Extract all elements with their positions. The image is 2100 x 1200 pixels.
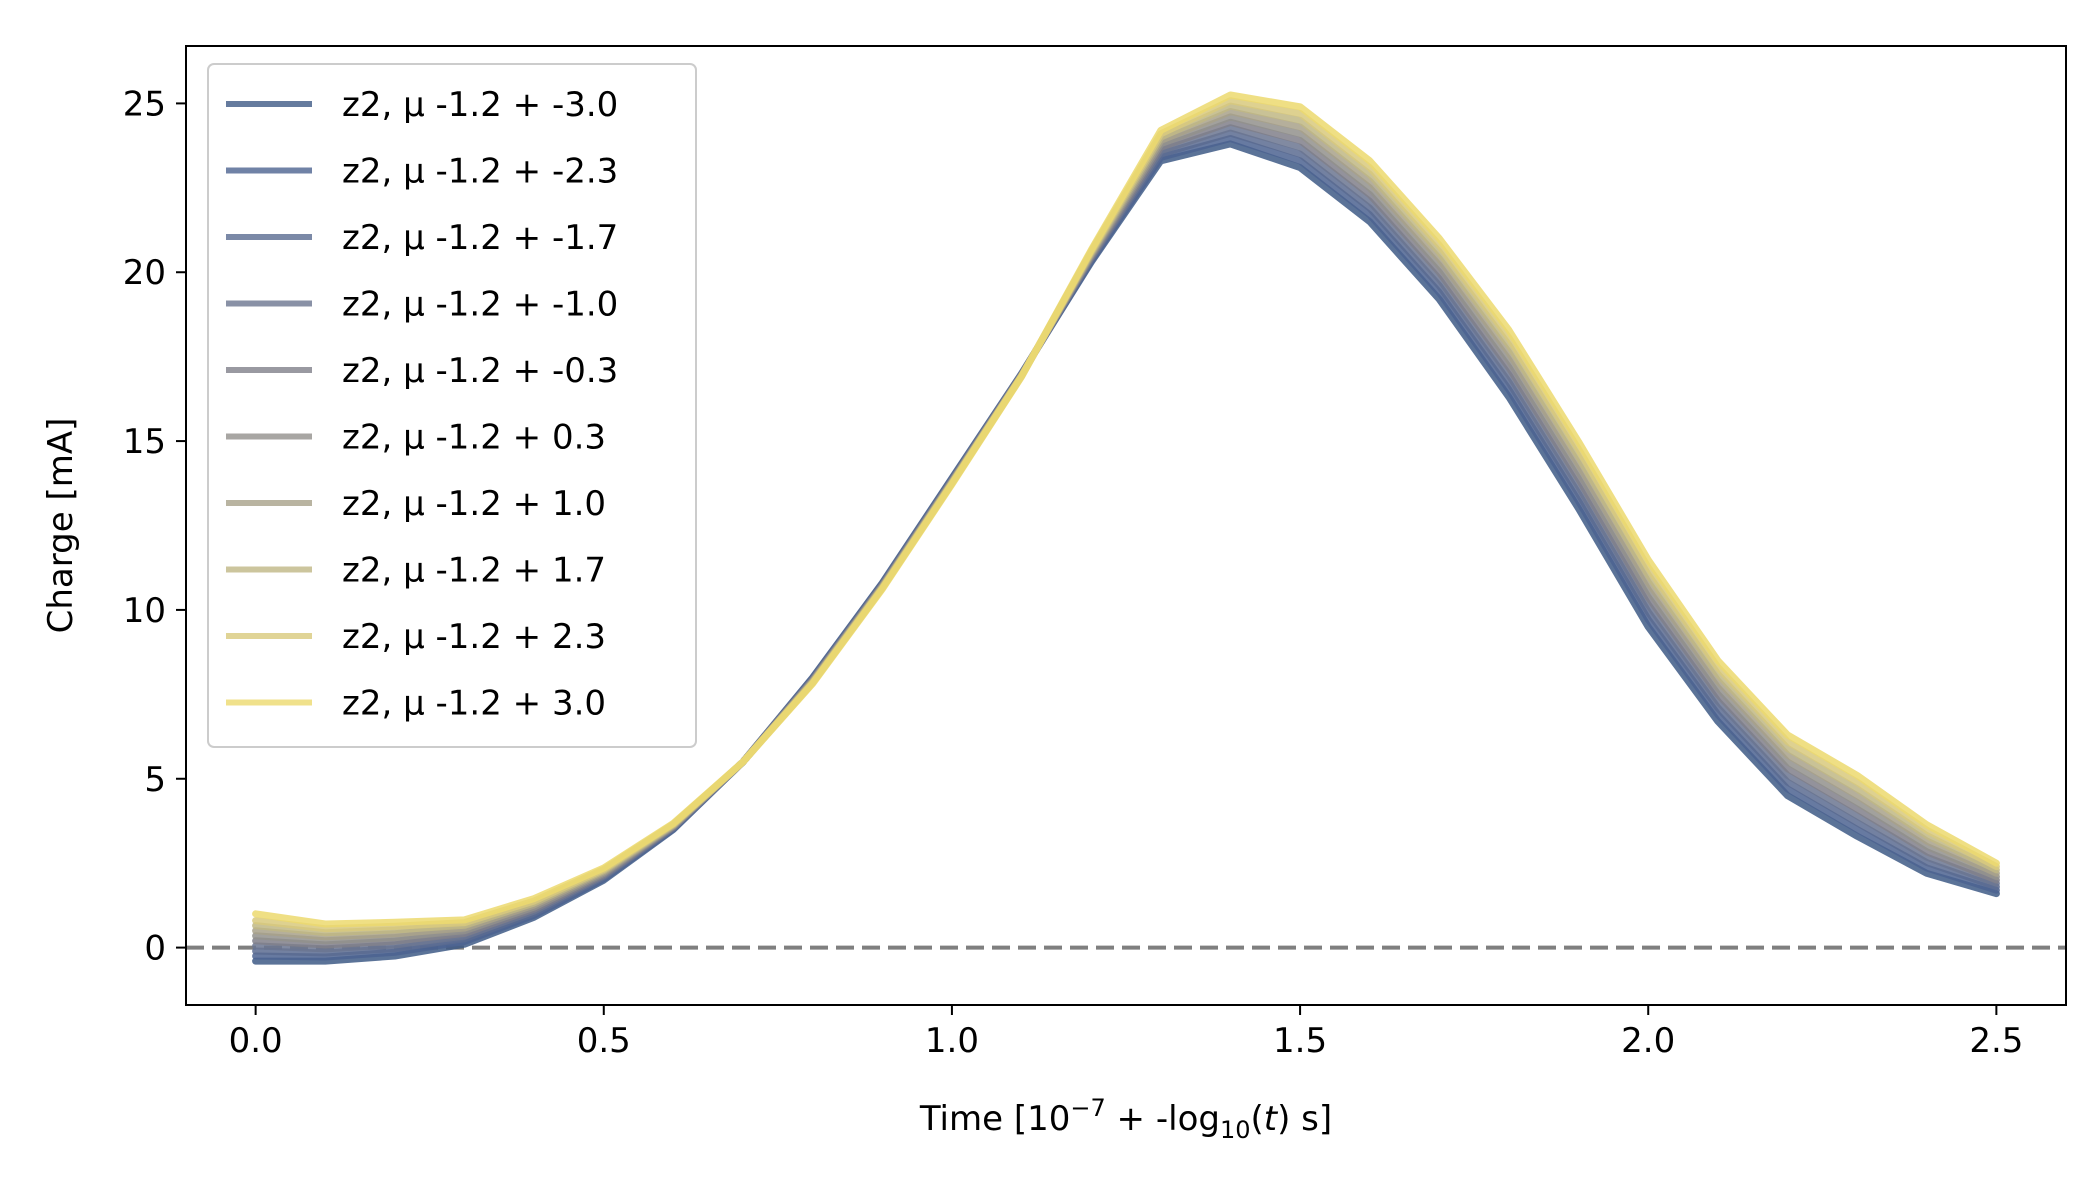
legend-label: z2, μ -1.2 + 1.0	[342, 484, 606, 524]
axes-frame	[185, 45, 2067, 1006]
y-tick-label: 20	[123, 253, 166, 293]
x-axis-label-var: t	[1264, 1099, 1279, 1139]
legend-label: z2, μ -1.2 + -0.3	[342, 351, 618, 391]
x-axis-label-pre: Time [10	[919, 1099, 1071, 1139]
legend-label: z2, μ -1.2 + -1.0	[342, 285, 618, 325]
y-tick-label: 15	[123, 422, 166, 462]
legend-label: z2, μ -1.2 + 2.3	[342, 617, 606, 657]
legend-label: z2, μ -1.2 + 1.7	[342, 551, 606, 591]
y-tick-label: 5	[144, 760, 166, 800]
series-line-9	[252, 91, 2000, 928]
x-axis-label: Time [10−7 + -log10(t) s]	[919, 1094, 1332, 1144]
legend-label: z2, μ -1.2 + -3.0	[342, 85, 618, 125]
y-tick-label: 10	[123, 591, 166, 631]
x-axis-label-sup: −7	[1070, 1094, 1105, 1122]
legend-label: z2, μ -1.2 + -2.3	[342, 152, 618, 192]
y-tick-label: 0	[144, 929, 166, 969]
x-tick-label: 2.5	[1969, 1021, 2023, 1061]
y-tick-label: 25	[123, 84, 166, 124]
legend-label: z2, μ -1.2 + 3.0	[342, 684, 606, 724]
x-tick-label: 1.5	[1273, 1021, 1327, 1061]
y-axis-label: Charge [mA]	[41, 418, 81, 634]
x-axis-label-open: (	[1251, 1099, 1264, 1139]
x-axis-label-sub: 10	[1220, 1116, 1251, 1144]
legend-label: z2, μ -1.2 + 0.3	[342, 418, 606, 458]
legend: z2, μ -1.2 + -3.0 z2, μ -1.2 + -2.3 z2, μ …	[207, 63, 697, 748]
legend-box	[207, 63, 697, 748]
x-tick-label: 2.0	[1621, 1021, 1675, 1061]
x-tick-label: 0.0	[229, 1021, 283, 1061]
x-axis-ticks: 0.0 0.5 1.0 1.5 2.0 2.5	[229, 1005, 2023, 1061]
x-axis-label-post: ) s]	[1277, 1099, 1332, 1139]
y-axis-ticks: 0 5 10 15 20 25	[123, 84, 186, 969]
x-tick-label: 1.0	[925, 1021, 979, 1061]
legend-label: z2, μ -1.2 + -1.7	[342, 218, 618, 258]
series-layer	[252, 91, 2000, 965]
x-tick-label: 0.5	[577, 1021, 631, 1061]
x-axis-label-mid: + -log	[1106, 1099, 1220, 1139]
